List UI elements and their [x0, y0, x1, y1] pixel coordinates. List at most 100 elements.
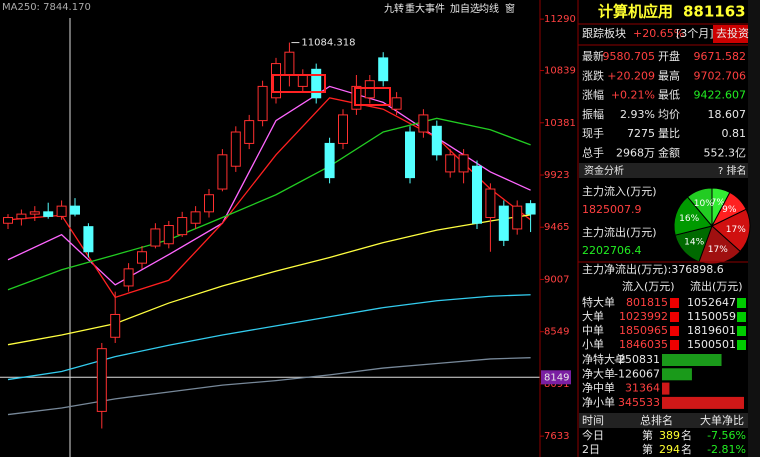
inflow-label: 主力流入(万元): [582, 184, 657, 198]
quote-value: 7275: [627, 127, 655, 140]
pie-label: 17%: [726, 225, 746, 235]
flow-label: 中单: [582, 324, 604, 337]
rank-number: 389: [659, 429, 680, 442]
toolbar-button[interactable]: 重大事件: [405, 2, 445, 15]
toolbar-button[interactable]: 窗: [505, 2, 515, 15]
rank-header-bg: [579, 413, 748, 428]
rank-suffix: 名: [681, 442, 692, 456]
toolbar: [0, 0, 540, 18]
candle-body: [70, 205, 80, 215]
ma-legend: MA250: 7844.170: [2, 2, 91, 13]
candle-body: [431, 125, 442, 156]
candle-body: [177, 217, 188, 236]
quote-label: 涨跌: [582, 68, 604, 82]
candle-body: [364, 80, 375, 99]
quote-label: 现手: [582, 126, 604, 140]
flow-out: 1500501: [687, 338, 736, 351]
candle-body: [324, 142, 335, 179]
candle-body: [284, 51, 295, 76]
net-value: -250831: [614, 353, 660, 366]
quote-value: 18.607: [708, 108, 747, 121]
quote-label: 量比: [658, 127, 680, 140]
price-marker: 8149: [544, 372, 569, 383]
flow-out: 1819601: [687, 324, 736, 337]
quote-value: 0.81: [722, 127, 747, 140]
candle-body: [29, 211, 40, 215]
flow-chip: [670, 298, 679, 308]
pie: 7%9% 17% 17% 14% 16% 10%: [673, 187, 751, 265]
fund-header: [579, 163, 748, 178]
flow-in: 1850965: [619, 324, 668, 337]
flow-in: 1846035: [619, 338, 668, 351]
y-tick-label: 9923: [544, 170, 569, 181]
rank-number: 294: [659, 443, 680, 456]
rank-prefix: 第: [642, 442, 653, 456]
flow-chip: [737, 326, 746, 336]
candle-body: [123, 268, 134, 287]
moving-average: [7, 85, 531, 286]
chart: 11084.318: [0, 18, 540, 457]
rank-table: 今日第 389 名 -7.56%2日第 294 名 -2.81%: [582, 428, 746, 456]
flow-chip: [737, 312, 746, 322]
flow-label: 小单: [582, 338, 604, 351]
quote-label: 涨幅: [582, 89, 604, 102]
quote-value: 9422.607: [694, 89, 747, 102]
invest-button-bg[interactable]: [713, 25, 748, 43]
candle-body: [217, 154, 228, 190]
candle-body: [525, 203, 536, 215]
y-tick-label: 10839: [544, 66, 576, 77]
net-bar: [662, 368, 692, 381]
flow-label: 大单: [582, 309, 604, 323]
quote-label: 振幅: [582, 107, 604, 121]
rank-header: 时间: [582, 414, 604, 427]
net-label: 净小单: [582, 395, 615, 409]
candle-body: [230, 131, 241, 167]
y-tick-label: 11290: [544, 14, 576, 25]
net-label: 净中单: [582, 381, 615, 395]
flow-chip: [737, 298, 746, 308]
rank-button[interactable]: ? 排名: [718, 164, 747, 177]
pie-label: 9%: [722, 205, 737, 215]
outflow-value: 2202706.4: [582, 244, 642, 257]
y-tick-label: 9007: [544, 274, 569, 285]
candle-body: [150, 228, 161, 247]
toolbar-button[interactable]: 加自选: [450, 2, 480, 15]
candle-body: [163, 225, 174, 245]
high-label: 11084.318: [301, 38, 355, 49]
y-tick-label: 7633: [544, 431, 569, 442]
highlight-box: [272, 74, 326, 93]
quote-label: 最高: [658, 68, 680, 82]
pie-slice: [711, 208, 751, 253]
candle-body: [244, 120, 255, 144]
panel-code: 881163: [683, 3, 746, 21]
candle-body: [110, 313, 121, 338]
rank-header: 总排名: [640, 413, 673, 427]
net-bar: [662, 354, 722, 366]
flow-in: 801815: [626, 296, 668, 309]
candle-body: [311, 68, 322, 99]
candle-body: [190, 211, 201, 224]
invest-button[interactable]: 去投资: [716, 26, 749, 40]
quote-value: 9702.706: [694, 69, 747, 82]
candle-body: [3, 217, 13, 224]
candle-body: [56, 205, 67, 217]
rank-ratio: -2.81%: [707, 443, 746, 456]
toolbar-button[interactable]: 均线: [479, 2, 499, 15]
net-label: 净特大单: [582, 352, 626, 366]
pie-slice: [686, 187, 713, 228]
outflow-label: 主力流出(万元): [582, 225, 657, 239]
candle-body: [391, 97, 402, 110]
y-tick-label: 9465: [544, 222, 569, 233]
y-tick-label: 8091: [544, 379, 569, 390]
net-value: 345533: [618, 396, 660, 409]
quote-label: 总手: [582, 146, 604, 160]
moving-average: [7, 214, 531, 346]
quote-value: 552.3亿: [704, 147, 747, 160]
pie-label: 16%: [679, 214, 699, 224]
toolbar-button[interactable]: 九转: [384, 2, 404, 15]
price-marker-bg: [541, 370, 571, 385]
rank-prefix: 第: [642, 428, 653, 442]
flow-out: 1150059: [687, 310, 736, 323]
y-tick-label: 10381: [544, 118, 576, 129]
